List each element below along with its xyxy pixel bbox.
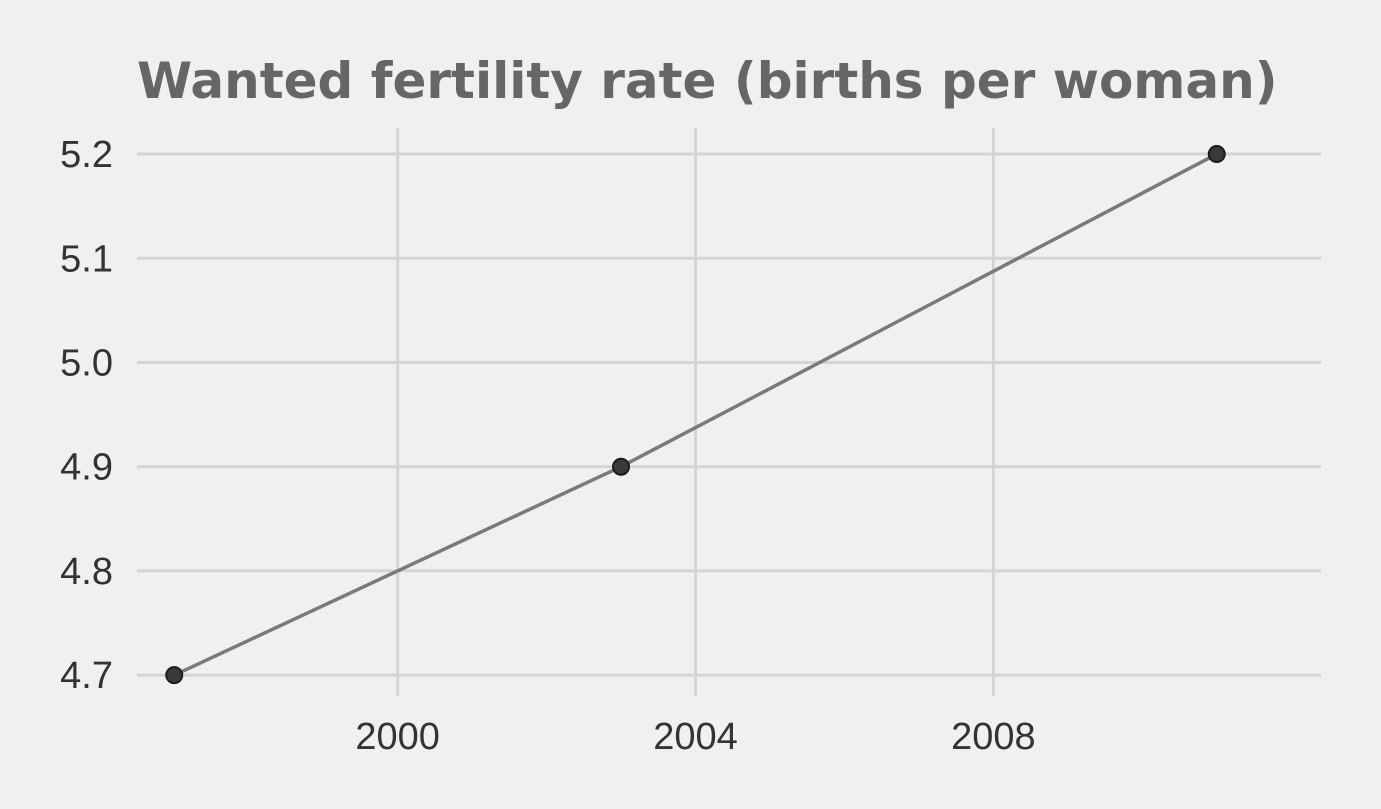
y-axis-tick-labels: 4.7 4.8 4.9 5.0 5.1 5.2 <box>60 134 113 697</box>
x-axis-tick-labels: 2000 2004 2008 <box>355 716 1035 758</box>
series-group <box>165 145 1226 685</box>
y-tick-label: 5.2 <box>60 134 113 176</box>
chart-title: Wanted fertility rate (births per woman) <box>137 52 1278 110</box>
vertical-gridlines <box>396 128 995 696</box>
x-tick-label: 2000 <box>355 716 440 758</box>
y-tick-label: 4.7 <box>60 655 113 697</box>
data-point <box>1207 145 1226 164</box>
x-tick-label: 2004 <box>653 716 738 758</box>
horizontal-gridlines <box>137 152 1321 677</box>
x-tick-label: 2008 <box>951 716 1036 758</box>
y-tick-label: 5.0 <box>60 342 113 384</box>
data-point <box>612 457 631 476</box>
y-tick-label: 4.9 <box>60 447 113 489</box>
y-tick-label: 5.1 <box>60 238 113 280</box>
y-tick-label: 4.8 <box>60 551 113 593</box>
data-point <box>165 666 184 685</box>
